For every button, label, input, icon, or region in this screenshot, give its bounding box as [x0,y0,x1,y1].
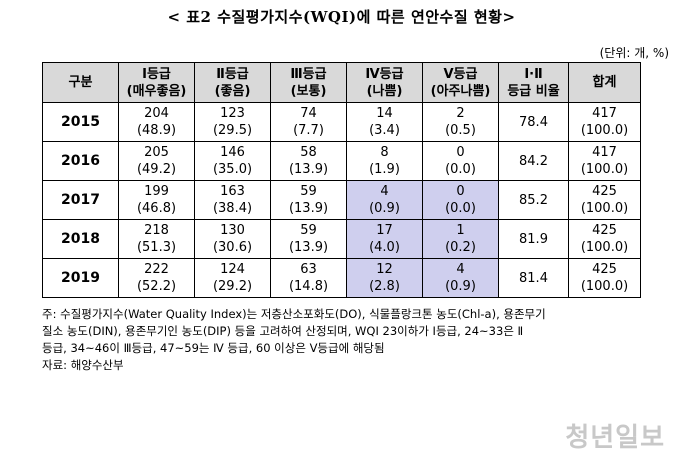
grade-4-cell: 12 (2.8) [346,258,423,298]
grade-1-cell: 218 (51.3) [118,219,195,259]
grade-1-cell: 205 (49.2) [118,141,195,181]
footnotes: 주: 수질평가지수(Water Quality Index)는 저층산소포화도(… [42,306,652,374]
ratio-cell: 78.4 [498,102,569,142]
header-total: 합계 [568,62,641,103]
grade-3-cell: 59 (13.9) [270,180,347,220]
table-row: 2018 218 (51.3) 130 (30.6) 59 (13.9) 17 (4.0) 1 (0… [42,219,641,259]
row-year: 2017 [42,180,119,220]
grade-3-cell: 59 (13.9) [270,219,347,259]
grade-2-cell: 163 (38.4) [194,180,271,220]
grade-2-cell: 123 (29.5) [194,102,271,142]
ratio-cell: 85.2 [498,180,569,220]
ratio-cell: 84.2 [498,141,569,181]
grade-2-cell: 146 (35.0) [194,141,271,181]
grade-3-cell: 58 (13.9) [270,141,347,181]
grade-5-cell: 4 (0.9) [422,258,499,298]
grade-4-cell: 8 (1.9) [346,141,423,181]
grade-4-cell: 17 (4.0) [346,219,423,259]
total-cell: 425 (100.0) [568,180,641,220]
footnote-line: 주: 수질평가지수(Water Quality Index)는 저층산소포화도(… [42,307,546,321]
header-grade-2: Ⅱ등급 (좋음) [194,62,271,103]
row-year: 2018 [42,219,119,259]
grade-5-cell: 0 (0.0) [422,180,499,220]
ratio-cell: 81.9 [498,219,569,259]
wqi-table: 구분 Ⅰ등급 (매우좋음) Ⅱ등급 (좋음) Ⅲ등급 (보통) Ⅳ등급 (나쁨)… [42,62,641,298]
header-grade-3: Ⅲ등급 (보통) [270,62,347,103]
grade-1-cell: 204 (48.9) [118,102,195,142]
grade-5-cell: 1 (0.2) [422,219,499,259]
grade-3-cell: 63 (14.8) [270,258,347,298]
total-cell: 425 (100.0) [568,258,641,298]
table-row: 2017 199 (46.8) 163 (38.4) 59 (13.9) 4 (0.9) 0 (0.… [42,180,641,220]
grade-4-cell: 4 (0.9) [346,180,423,220]
total-cell: 417 (100.0) [568,141,641,181]
table-title: < 표2 수질평가지수(WQI)에 따른 연안수질 현황> [167,8,516,26]
table-row: 2015 204 (48.9) 123 (29.5) 74 (7.7) 14 (3.4) 2 (0.… [42,102,641,142]
unit-label: (단위: 개, %) [599,46,669,60]
header-row: 구분 Ⅰ등급 (매우좋음) Ⅱ등급 (좋음) Ⅲ등급 (보통) Ⅳ등급 (나쁨)… [42,62,641,103]
ratio-cell: 81.4 [498,258,569,298]
header-grade-1: Ⅰ등급 (매우좋음) [118,62,195,103]
source-line: 자료: 해양수산부 [42,358,124,372]
table-row: 2016 205 (49.2) 146 (35.0) 58 (13.9) 8 (1.9) 0 (0.… [42,141,641,181]
grade-2-cell: 130 (30.6) [194,219,271,259]
footnote-line: 질소 농도(DIN), 용존무기인 농도(DIP) 등을 고려하여 산정되며, … [42,324,524,338]
grade-1-cell: 222 (52.2) [118,258,195,298]
row-year: 2016 [42,141,119,181]
header-grade-5: Ⅴ등급 (아주나쁨) [422,62,499,103]
total-cell: 425 (100.0) [568,219,641,259]
grade-2-cell: 124 (29.2) [194,258,271,298]
total-cell: 417 (100.0) [568,102,641,142]
header-grade-4: Ⅳ등급 (나쁨) [346,62,423,103]
row-year: 2019 [42,258,119,298]
publisher-logo: 청년일보 [565,423,665,453]
grade-3-cell: 74 (7.7) [270,102,347,142]
footnote-line: 등급, 34~46이 Ⅲ등급, 47~59는 Ⅳ 등급, 60 이상은 Ⅴ등급에… [42,341,385,355]
grade-5-cell: 0 (0.0) [422,141,499,181]
row-year: 2015 [42,102,119,142]
table-row: 2019 222 (52.2) 124 (29.2) 63 (14.8) 12 (2.8) 4 (0… [42,258,641,298]
grade-5-cell: 2 (0.5) [422,102,499,142]
header-category: 구분 [42,62,119,103]
grade-4-cell: 14 (3.4) [346,102,423,142]
header-ratio: Ⅰ·Ⅱ 등급 비율 [498,62,569,103]
grade-1-cell: 199 (46.8) [118,180,195,220]
